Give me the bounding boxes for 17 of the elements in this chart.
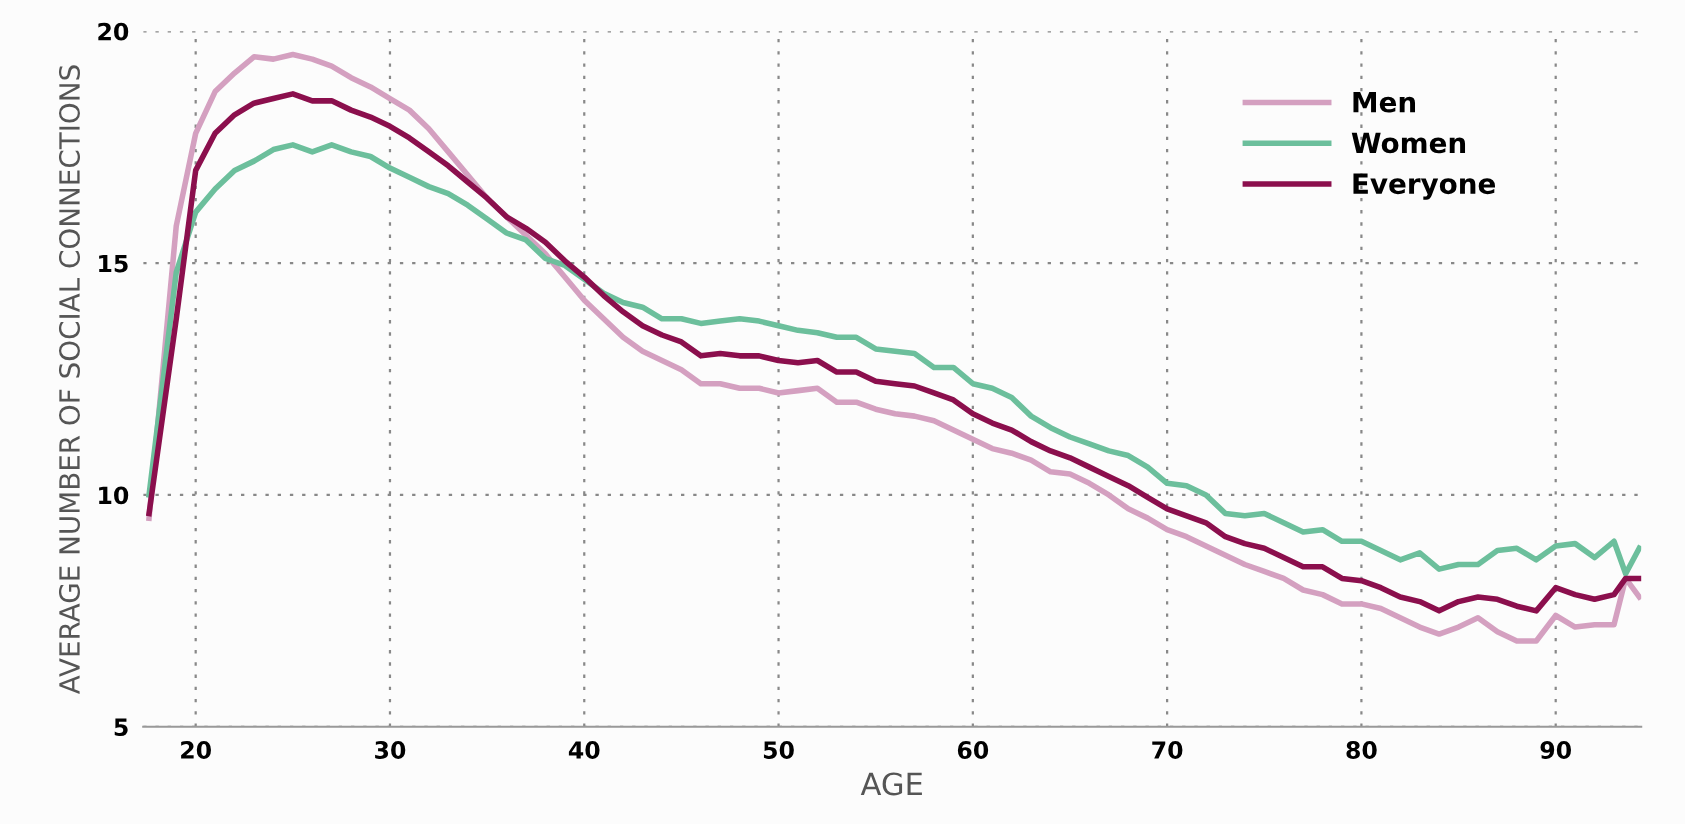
x-tick-label: 90: [1540, 741, 1571, 759]
legend-label: Everyone: [1353, 173, 1496, 200]
x-axis-title: AGE: [860, 772, 922, 796]
legend-label: Men: [1353, 91, 1416, 113]
x-tick-label: 40: [568, 741, 600, 759]
x-tick-label: 70: [1152, 741, 1183, 759]
x-tick-label: 20: [181, 741, 211, 759]
x-tick-label: 80: [1346, 741, 1377, 759]
y-axis-title: AVERAGE NUMBER OF SOCIAL CONNECTIONS: [58, 65, 80, 695]
y-tick-label: 5: [114, 718, 128, 737]
x-tick-label: 60: [957, 741, 989, 759]
x-tick-label: 50: [763, 741, 794, 759]
y-tick-label: 10: [99, 486, 129, 505]
x-tick-label: 30: [375, 741, 406, 759]
legend-label: Women: [1351, 132, 1466, 154]
y-tick-label: 20: [98, 22, 129, 41]
y-tick-label: 15: [99, 254, 128, 273]
